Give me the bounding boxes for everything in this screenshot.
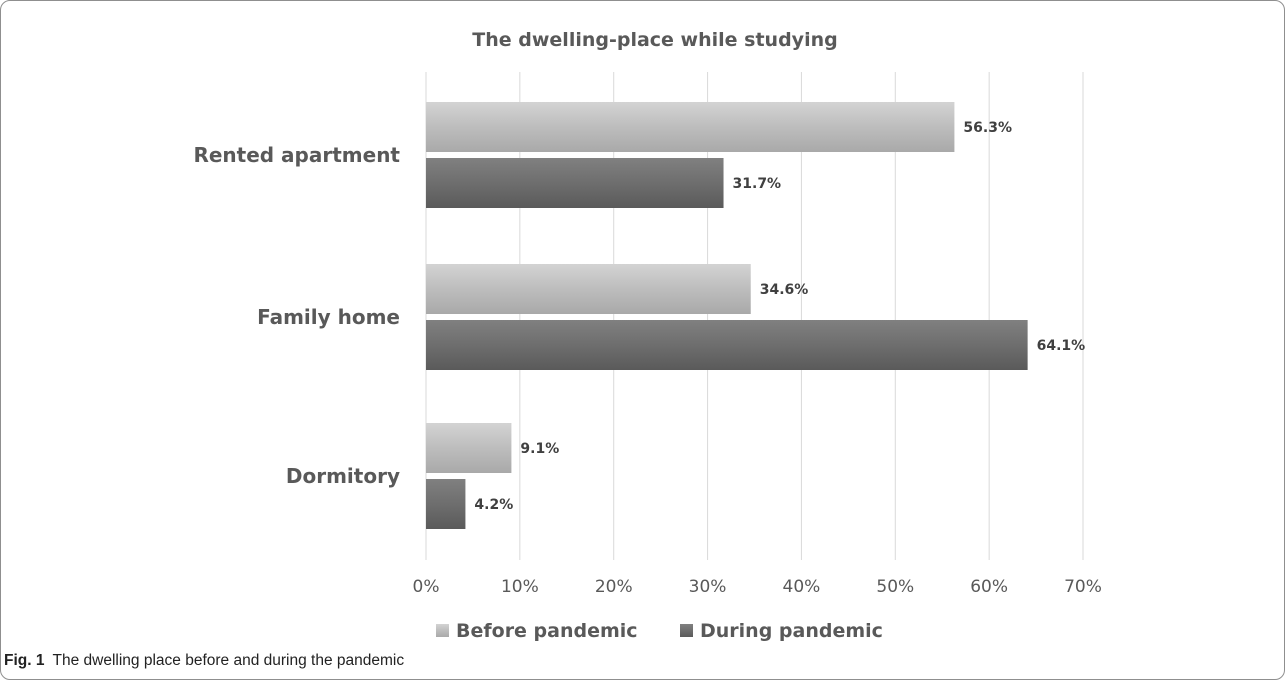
bar-before-pandemic-rented-apartment xyxy=(426,102,955,152)
caption-text: The dwelling place before and during the… xyxy=(52,652,405,669)
data-label: 4.2% xyxy=(474,497,513,513)
bar-during-pandemic-rented-apartment xyxy=(426,158,724,208)
x-tick-label: 40% xyxy=(783,577,821,597)
x-tick-label: 70% xyxy=(1064,577,1102,597)
legend-swatch-before-pandemic xyxy=(436,624,449,637)
x-tick-labels: 0% 10% 20% 30% 40% 50% 60% 70% xyxy=(413,577,1102,597)
data-label: 31.7% xyxy=(733,176,782,192)
bar-during-pandemic-family-home xyxy=(426,320,1028,370)
caption-label: Fig. 1 xyxy=(4,652,45,669)
x-tick-label: 10% xyxy=(501,577,539,597)
bar-during-pandemic-dormitory xyxy=(426,479,466,529)
category-labels: Rented apartment Family home Dormitory xyxy=(193,143,400,488)
category-label: Rented apartment xyxy=(193,143,400,167)
legend: Before pandemic During pandemic xyxy=(436,620,883,642)
x-tick-label: 50% xyxy=(876,577,914,597)
legend-label: Before pandemic xyxy=(456,620,638,642)
bar-before-pandemic-family-home xyxy=(426,264,751,314)
x-tick-label: 60% xyxy=(970,577,1008,597)
x-tick-label: 0% xyxy=(413,577,440,597)
bar-before-pandemic-dormitory xyxy=(426,423,512,473)
data-label: 34.6% xyxy=(760,282,809,298)
data-labels: 56.3% 31.7% 34.6% 64.1% 9.1% 4.2% xyxy=(474,120,1085,513)
data-label: 64.1% xyxy=(1037,338,1086,354)
x-tick-label: 20% xyxy=(595,577,633,597)
figure-caption: Fig. 1 The dwelling place before and dur… xyxy=(4,652,404,670)
legend-swatch-during-pandemic xyxy=(680,624,693,637)
bar-chart: The dwelling-place while studying 56.3% 3… xyxy=(193,29,1102,642)
category-label: Family home xyxy=(257,305,400,329)
category-label: Dormitory xyxy=(286,464,400,488)
chart-title: The dwelling-place while studying xyxy=(472,29,837,51)
data-label: 56.3% xyxy=(963,120,1012,136)
legend-label: During pandemic xyxy=(700,620,883,642)
x-tick-label: 30% xyxy=(689,577,727,597)
bars xyxy=(426,102,1028,529)
data-label: 9.1% xyxy=(520,441,559,457)
gridlines xyxy=(425,72,1084,560)
